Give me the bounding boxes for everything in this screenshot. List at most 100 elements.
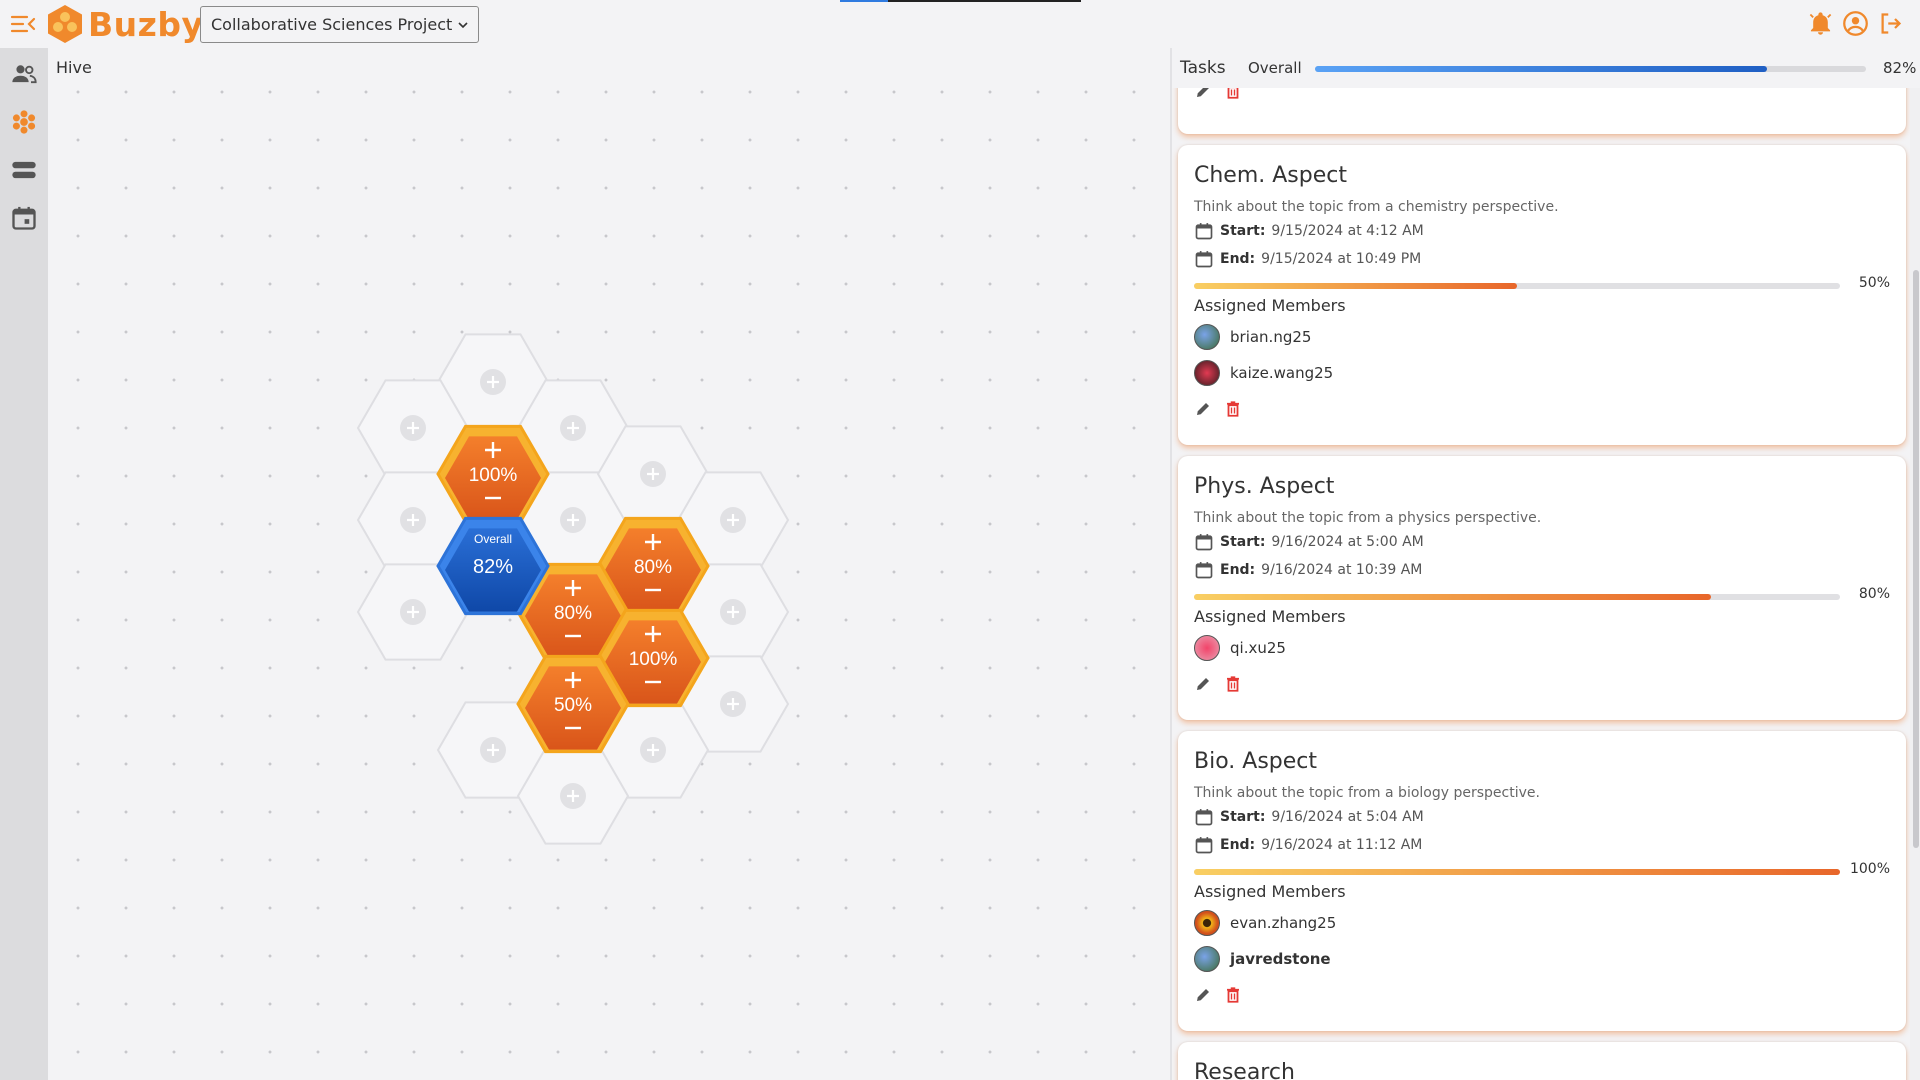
calendar-icon [12,206,36,230]
calendar-icon [1195,837,1213,854]
task-start: 9/16/2024 at 5:00 AM [1271,534,1424,550]
task-title: Bio. Aspect [1194,749,1317,774]
hive-canvas: 100% 80% 80% 100% 50% Overall 82% [356,333,790,845]
end-label: End: [1220,562,1256,578]
app-logo[interactable]: Buzby [46,4,204,44]
task-start: 9/16/2024 at 5:04 AM [1271,809,1424,825]
hive-overall-pct: 82% [473,556,513,578]
tasks-scrollbar-thumb[interactable] [1913,270,1919,848]
assigned-members-heading: Assigned Members [1194,882,1346,901]
project-select[interactable]: Collaborative Sciences Project [200,6,479,43]
bell-icon[interactable] [1807,10,1834,37]
task-title: Research [1194,1060,1295,1080]
increase-icon[interactable] [485,442,501,458]
hive-overall-label: Overall [474,532,512,546]
member-item[interactable]: brian.ng25 [1194,324,1311,350]
task-progress-pct: 80% [1858,586,1890,602]
task-description: Think about the topic from a chemistry p… [1194,199,1559,215]
task-end: 9/16/2024 at 11:12 AM [1261,837,1423,853]
hive-cell-pct: 80% [634,557,672,578]
task-card[interactable]: Research [1178,1042,1906,1080]
avatar [1194,360,1220,386]
logo-text: Buzby [88,4,204,44]
left-sidebar [0,48,48,1080]
task-title: Phys. Aspect [1194,474,1335,499]
start-label: Start: [1220,534,1266,550]
hexagon-logo-icon [48,5,82,43]
panel-divider [1170,48,1172,1080]
member-item[interactable]: kaize.wang25 [1194,360,1333,386]
increase-icon[interactable] [645,534,661,550]
menu-collapse-icon[interactable] [10,12,36,36]
overall-progress-pct: 82% [1883,59,1917,77]
calendar-icon [1195,562,1213,579]
assigned-members-heading: Assigned Members [1194,607,1346,626]
avatar [1194,324,1220,350]
sidebar-item-members[interactable] [10,60,38,88]
pencil-icon[interactable] [1194,986,1212,1004]
pencil-icon[interactable] [1194,400,1212,418]
task-description: Think about the topic from a physics per… [1194,510,1542,526]
calendar-icon [1195,251,1213,268]
trash-icon[interactable] [1224,675,1242,693]
task-card[interactable]: Bio. Aspect Think about the topic from a… [1178,731,1906,1031]
task-end: 9/16/2024 at 10:39 AM [1261,562,1423,578]
logout-icon[interactable] [1877,10,1904,37]
task-card[interactable]: Phys. Aspect Think about the topic from … [1178,456,1906,720]
task-progress-bar [1194,869,1840,875]
task-start: 9/15/2024 at 4:12 AM [1271,223,1424,239]
increase-icon[interactable] [645,626,661,642]
increase-icon[interactable] [565,580,581,596]
people-icon [12,65,37,84]
member-item[interactable]: evan.zhang25 [1194,910,1336,936]
end-label: End: [1220,251,1256,267]
hive-task-cells: 100% 80% 80% 100% 50% Overall 82% [436,424,710,754]
project-select-value: Collaborative Sciences Project [211,15,453,34]
pencil-icon[interactable] [1194,82,1212,100]
task-progress-fill [1194,869,1840,875]
calendar-icon [1195,534,1213,551]
hive-task-cell[interactable]: 80% [516,562,630,662]
hive-empty-cell[interactable] [516,379,630,477]
trash-icon[interactable] [1224,986,1242,1004]
task-progress-fill [1194,594,1711,600]
start-label: Start: [1220,223,1266,239]
task-card[interactable]: Chem. Aspect Think about the topic from … [1178,145,1906,445]
hive-empty-cell[interactable] [356,471,470,569]
task-progress-fill [1194,283,1517,289]
task-start-row: Start: 9/15/2024 at 4:12 AM [1194,221,1424,241]
hive-task-cell[interactable]: 50% [516,654,630,754]
task-progress-bar [1194,594,1840,600]
task-description: Think about the topic from a biology per… [1194,785,1540,801]
task-progress-pct: 100% [1849,861,1890,877]
member-name: kaize.wang25 [1230,364,1334,382]
overall-progress-bar [1315,66,1866,72]
hive-empty-cell[interactable] [516,747,630,845]
hive-panel: Hive 100% 80% 80% 100% 50% Overall 82% [48,48,1170,1080]
trash-icon[interactable] [1224,400,1242,418]
member-item[interactable]: qi.xu25 [1194,635,1286,661]
task-start-row: Start: 9/16/2024 at 5:04 AM [1194,807,1424,827]
sidebar-item-calendar[interactable] [10,204,38,232]
hive-cell-pct: 80% [554,603,592,624]
loading-indicator [840,0,1081,2]
increase-icon[interactable] [565,672,581,688]
account-circle-icon[interactable] [1842,10,1869,37]
hive-cell-pct: 100% [629,649,678,670]
hive-task-cell[interactable]: 100% [596,608,710,708]
chevron-down-icon [458,22,468,29]
hive-empty-cell[interactable] [436,701,550,799]
pencil-icon[interactable] [1194,675,1212,693]
task-end: 9/15/2024 at 10:49 PM [1261,251,1422,267]
hive-empty-cell[interactable] [596,701,710,799]
hive-task-cell[interactable]: 80% [596,516,710,616]
task-progress-pct: 50% [1858,275,1890,291]
task-start-row: Start: 9/16/2024 at 5:00 AM [1194,532,1424,552]
hive-cell-pct: 50% [554,695,592,716]
member-item[interactable]: javredstone [1194,946,1331,972]
tasks-title: Tasks [1180,58,1226,78]
sidebar-item-hive[interactable] [10,108,38,136]
sidebar-item-tasks[interactable] [10,156,38,184]
task-end-row: End: 9/16/2024 at 11:12 AM [1194,835,1422,855]
assigned-members-heading: Assigned Members [1194,296,1346,315]
